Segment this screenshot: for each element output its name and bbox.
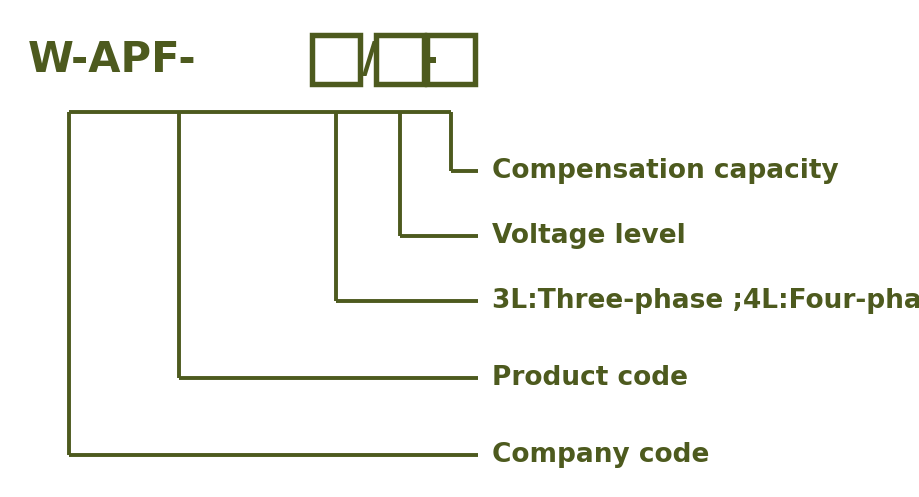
Text: W-APF-: W-APF- xyxy=(28,39,196,81)
Bar xyxy=(426,35,474,84)
Text: Voltage level: Voltage level xyxy=(492,223,686,249)
Bar xyxy=(312,35,359,84)
Text: Company code: Company code xyxy=(492,442,709,468)
Bar xyxy=(376,35,424,84)
Text: /: / xyxy=(362,39,377,81)
Text: -: - xyxy=(421,39,437,81)
Text: Product code: Product code xyxy=(492,365,687,391)
Text: 3L:Three-phase ;4L:Four-phase: 3L:Three-phase ;4L:Four-phase xyxy=(492,288,919,314)
Text: Compensation capacity: Compensation capacity xyxy=(492,159,838,184)
